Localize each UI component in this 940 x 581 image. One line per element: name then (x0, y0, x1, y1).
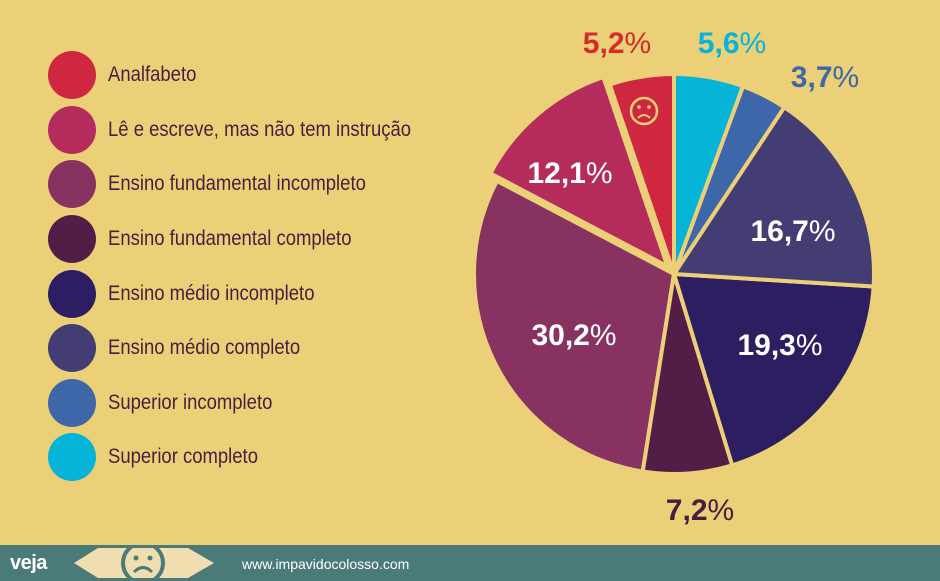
slice-value-label: 3,7% (791, 61, 859, 94)
legend-swatch (48, 160, 96, 209)
legend-label: Ensino médio completo (108, 336, 301, 360)
legend-swatch (48, 433, 96, 482)
slice-value-label: 19,3% (737, 329, 822, 362)
legend-label: Lê e escreve, mas não tem instrução (108, 117, 412, 141)
site-url[interactable]: www.impavidocolosso.com (242, 556, 410, 572)
legend-swatch (48, 105, 96, 154)
footer-navigation (74, 545, 214, 581)
slice-value-label: 12,1% (527, 157, 612, 190)
legend-label: Ensino médio incompleto (108, 281, 315, 305)
legend-swatch (48, 215, 96, 264)
legend-swatch (48, 51, 96, 100)
slice-value-label: 7,2% (666, 494, 734, 527)
legend-swatch (48, 378, 96, 427)
legend-swatch (48, 269, 96, 318)
legend-label: Analfabeto (108, 63, 197, 87)
pie-slice-5 (672, 272, 876, 468)
legend-item-fundamental-incompleto: Ensino fundamental incompleto (48, 157, 452, 212)
footer-bar: veja www.impavidocolosso.com (0, 545, 940, 581)
legend-item-medio-incompleto: Ensino médio incompleto (48, 266, 452, 321)
legend-label: Superior completo (108, 445, 258, 469)
pie-slice-6 (672, 105, 876, 289)
slice-value-label: 30,2% (531, 319, 616, 352)
slice-value-label: 16,7% (750, 215, 835, 248)
legend-item-medio-completo: Ensino médio completo (48, 321, 452, 376)
legend-item-le-e-escreve: Lê e escreve, mas não tem instrução (48, 103, 452, 158)
pie-chart: 5,2% 12,1% 30,2% 7,2% 19,3% 16,7% 3,7% 5,6% (472, 27, 876, 527)
legend-label: Ensino fundamental completo (108, 227, 352, 251)
legend: Analfabeto Lê e escreve, mas não tem ins… (48, 48, 452, 485)
legend-item-superior-completo: Superior completo (48, 430, 452, 485)
sad-face-icon (629, 96, 659, 126)
previous-arrow-icon[interactable] (74, 548, 98, 578)
sad-face-icon[interactable] (121, 545, 165, 581)
legend-label: Ensino fundamental incompleto (108, 172, 366, 196)
legend-label: Superior incompleto (108, 390, 273, 414)
brand-logo[interactable]: veja (10, 552, 47, 574)
next-arrow-icon[interactable] (188, 548, 214, 578)
pie-slice-8 (672, 72, 745, 276)
pie-slice-2 (488, 74, 670, 269)
pie-slice-3 (472, 178, 676, 474)
slice-value-label: 5,2% (583, 27, 651, 60)
legend-item-analfabeto: Analfabeto (48, 48, 452, 103)
slice-value-label: 5,6% (698, 27, 766, 60)
legend-swatch (48, 324, 96, 373)
legend-item-superior-incompleto: Superior incompleto (48, 376, 452, 431)
nav-band (98, 548, 188, 578)
legend-item-fundamental-completo: Ensino fundamental completo (48, 212, 452, 267)
